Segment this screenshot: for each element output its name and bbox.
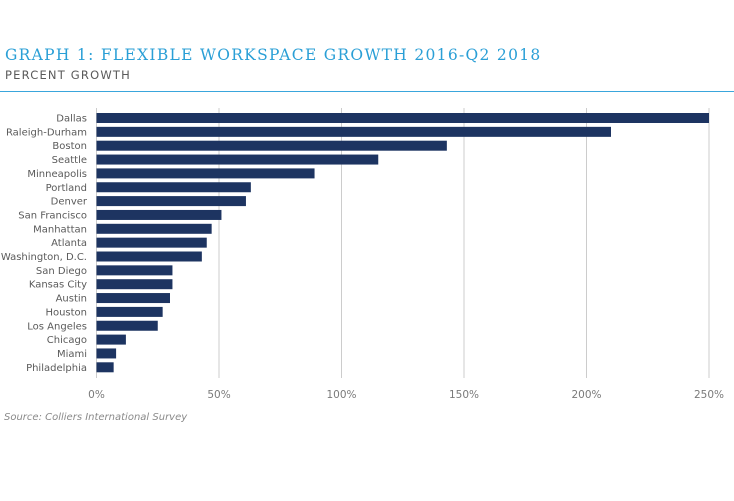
bar (96, 265, 173, 276)
bar (96, 140, 447, 151)
bar (96, 362, 114, 373)
x-tick-label: 100% (326, 389, 356, 401)
x-tick-labels: 0% 50% 100% 150% 200% 250% (88, 389, 724, 401)
category-label: Washington, D.C. (1, 252, 87, 263)
category-label: Dallas (56, 114, 87, 125)
x-tick-label: 250% (694, 389, 724, 401)
category-label: Los Angeles (27, 321, 87, 332)
category-label: Raleigh-Durham (6, 127, 87, 138)
category-label: Portland (46, 183, 87, 194)
category-label: Kansas City (29, 280, 87, 291)
bar (96, 348, 117, 359)
bar (96, 209, 222, 220)
category-label: San Diego (36, 266, 87, 277)
category-label: Atlanta (51, 238, 87, 249)
title-divider (0, 91, 734, 92)
x-tick-label: 200% (571, 389, 601, 401)
bar (96, 306, 163, 317)
bar (96, 251, 202, 262)
x-tick-label: 50% (207, 389, 230, 401)
bar (96, 168, 315, 179)
category-label: San Francisco (18, 210, 87, 221)
bar (96, 182, 251, 193)
source-note: Source: Colliers International Survey (4, 412, 188, 423)
bar (96, 279, 173, 290)
x-tick-label: 0% (88, 389, 105, 401)
bar (96, 126, 611, 137)
category-label: Minneapolis (27, 169, 87, 180)
category-label: Denver (51, 197, 88, 208)
bar (96, 113, 709, 123)
bar (96, 196, 246, 207)
category-label: Austin (56, 294, 87, 305)
category-label: Chicago (47, 335, 87, 346)
chart-title: GRAPH 1: FLEXIBLE WORKSPACE GROWTH 2016-… (5, 46, 542, 64)
bar (96, 334, 126, 345)
category-labels: Dallas Raleigh-Durham Boston Seattle Minneap… (1, 114, 88, 374)
bar (96, 237, 207, 248)
chart-subtitle: PERCENT GROWTH (5, 68, 131, 82)
bar (96, 293, 170, 304)
bar (96, 223, 212, 234)
category-label: Houston (45, 307, 87, 318)
bar (96, 154, 379, 165)
category-label: Miami (57, 349, 87, 360)
category-label: Manhattan (33, 224, 87, 235)
bars (96, 113, 709, 373)
x-tick-label: 150% (449, 389, 479, 401)
category-label: Boston (52, 141, 87, 152)
bar (96, 320, 158, 331)
category-label: Seattle (52, 155, 87, 166)
category-label: Philadelphia (26, 363, 87, 374)
